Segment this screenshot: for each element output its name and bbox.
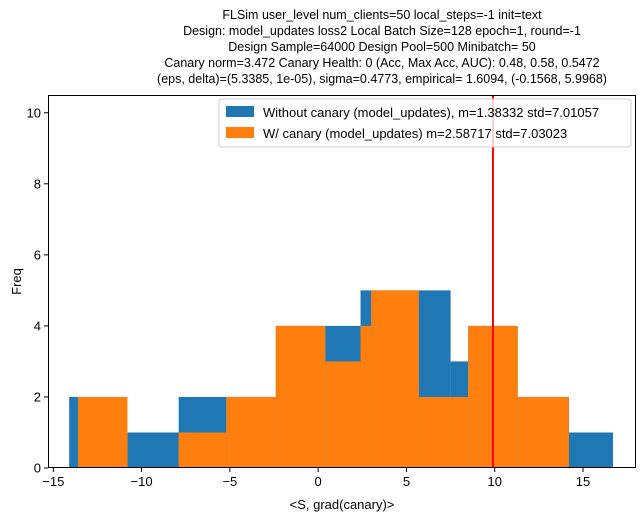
x-tick-label: −10 xyxy=(131,474,153,489)
legend-swatch-series-2 xyxy=(226,127,254,138)
legend-label-series-1: Without canary (model_updates), m=1.3833… xyxy=(263,105,599,120)
histogram-bar-series2-4 xyxy=(226,396,276,468)
y-tick-label: 2 xyxy=(34,389,41,404)
y-axis-label: Freq xyxy=(9,268,24,295)
chart-title-line-5: (eps, delta)=(5.3385, 1e-05), sigma=0.47… xyxy=(157,72,607,86)
x-axis-ticks: −15 −10 −5 0 5 10 15 xyxy=(42,468,590,489)
histogram-bar-series2-5 xyxy=(275,325,326,468)
x-tick-label: 15 xyxy=(576,474,590,489)
series-2-bars xyxy=(78,290,569,468)
plot-area-frame xyxy=(48,95,636,468)
legend-box xyxy=(218,98,632,148)
histogram-bars xyxy=(69,290,614,468)
x-axis-label: <S, grad(canary)> xyxy=(290,497,395,512)
histogram-bar-series1-14 xyxy=(568,432,614,468)
x-tick-label: 10 xyxy=(488,474,502,489)
histogram-bar-series1-1 xyxy=(69,396,79,468)
chart-title-line-2: Design: model_updates loss2 Local Batch … xyxy=(183,24,581,38)
y-tick-label: 0 xyxy=(34,461,41,476)
histogram-bar-series1-3 xyxy=(127,432,179,468)
histogram-bar-series2-3 xyxy=(178,432,227,468)
chart-title-line-4: Canary norm=3.472 Canary Health: 0 (Acc,… xyxy=(164,56,599,70)
histogram-bar-series2-8 xyxy=(371,290,419,468)
legend-swatch-series-1 xyxy=(226,106,254,117)
y-tick-label: 8 xyxy=(34,176,41,191)
y-tick-label: 4 xyxy=(34,318,41,333)
x-tick-label: 0 xyxy=(315,474,322,489)
chart-title-line-1: FLSim user_level num_clients=50 local_st… xyxy=(222,8,542,22)
y-tick-label: 10 xyxy=(27,105,41,120)
histogram-bar-series2-12 xyxy=(517,396,569,468)
x-tick-label: −15 xyxy=(42,474,64,489)
chart-title-line-3: Design Sample=64000 Design Pool=500 Mini… xyxy=(228,40,536,54)
histogram-bar-series2-7 xyxy=(360,325,372,468)
histogram-bar-series2-1 xyxy=(78,396,128,468)
histogram-bar-series2-6 xyxy=(325,361,361,468)
histogram-bar-series2-10 xyxy=(450,396,469,468)
histogram-bar-series2-9 xyxy=(418,396,451,468)
chart-legend: Without canary (model_updates), m=1.3833… xyxy=(218,98,632,148)
chart-title: FLSim user_level num_clients=50 local_st… xyxy=(157,8,607,86)
y-tick-label: 6 xyxy=(34,247,41,262)
y-axis-ticks: 0 2 4 6 8 10 xyxy=(27,105,48,476)
x-tick-label: 5 xyxy=(403,474,410,489)
x-tick-label: −5 xyxy=(222,474,237,489)
legend-label-series-2: W/ canary (model_updates) m=2.58717 std=… xyxy=(263,126,567,141)
